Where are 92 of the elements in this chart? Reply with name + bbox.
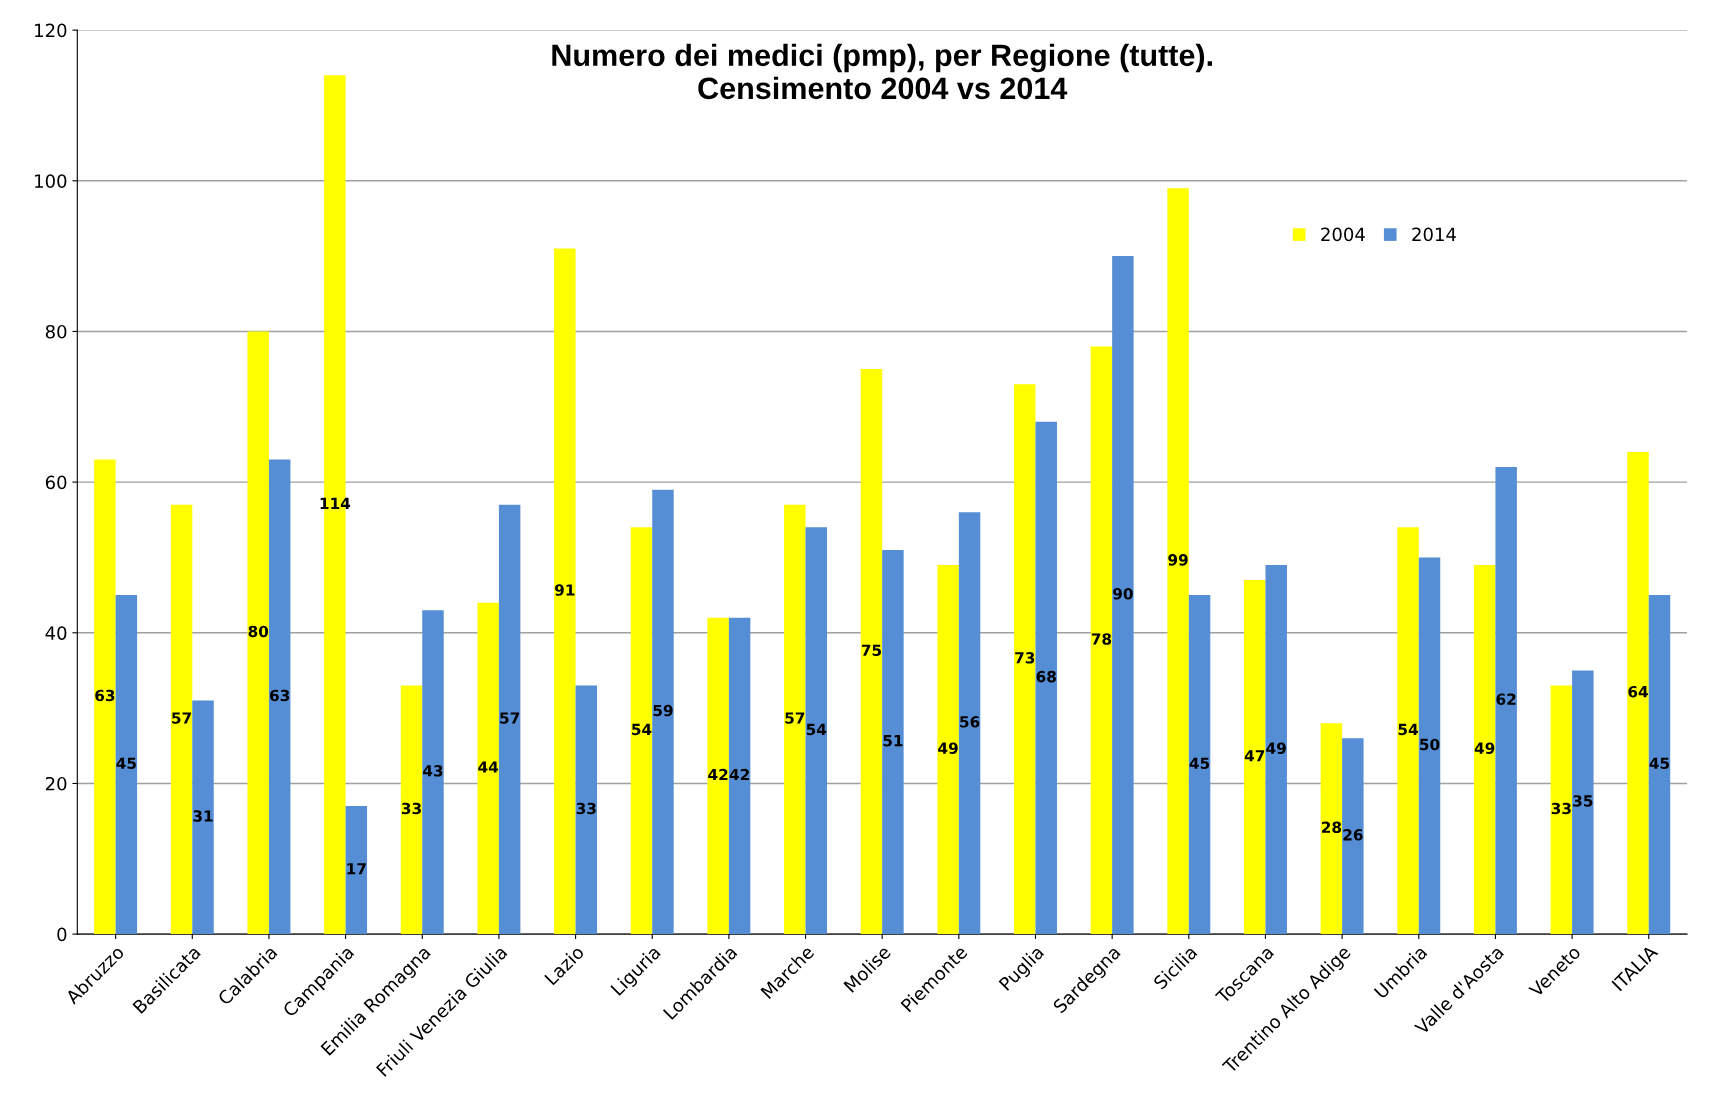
data-label: 78 — [1091, 633, 1112, 645]
bar — [1495, 467, 1517, 935]
data-label: 45 — [116, 757, 136, 770]
bar — [1014, 384, 1036, 935]
data-label: 59 — [653, 704, 673, 717]
bar — [400, 685, 423, 935]
data-label: 42 — [708, 768, 728, 781]
data-label: 44 — [478, 761, 499, 773]
bar — [268, 459, 291, 935]
data-label: 51 — [883, 735, 903, 747]
bar — [882, 549, 904, 935]
bar — [1112, 256, 1134, 935]
bar — [1090, 346, 1113, 935]
bar — [860, 369, 883, 935]
data-label: 49 — [1266, 742, 1286, 754]
data-label: 43 — [423, 765, 443, 777]
bar — [1244, 580, 1266, 935]
bar — [422, 610, 444, 935]
data-label: 33 — [401, 802, 421, 815]
data-label: 26 — [1343, 829, 1363, 841]
bar — [1035, 421, 1057, 935]
bar — [958, 512, 981, 935]
bar — [1397, 527, 1419, 935]
data-label: 33 — [1551, 802, 1571, 815]
bar — [1342, 738, 1364, 935]
y-tick-label: 100 — [35, 174, 67, 188]
y-tick-label: 20 — [45, 776, 67, 791]
data-label: 57 — [785, 712, 805, 724]
bar — [1418, 557, 1441, 935]
bar — [247, 331, 269, 935]
data-label: 62 — [1496, 693, 1516, 705]
bar — [498, 504, 521, 935]
bar — [115, 595, 138, 935]
data-label: 54 — [632, 723, 652, 736]
bar — [554, 248, 576, 935]
bar — [1473, 564, 1496, 935]
data-label: 49 — [1474, 742, 1495, 754]
y-tick-label: 40 — [45, 626, 67, 640]
bar — [170, 504, 193, 935]
data-label: 57 — [500, 712, 520, 724]
bar — [1167, 188, 1189, 935]
data-label: 63 — [95, 689, 115, 702]
data-label: 80 — [248, 625, 269, 638]
bar — [784, 504, 806, 935]
bar — [94, 459, 116, 935]
data-label: 91 — [555, 584, 575, 596]
legend-label: 2004 — [1321, 227, 1365, 242]
data-label: 47 — [1244, 750, 1265, 762]
data-label: 64 — [1628, 685, 1648, 698]
data-label: 54 — [806, 723, 827, 736]
bar — [477, 602, 499, 935]
bar — [805, 527, 827, 935]
data-label: 17 — [347, 863, 366, 875]
bar — [728, 617, 751, 935]
data-label: 68 — [1036, 670, 1056, 683]
data-label: 45 — [1649, 757, 1670, 770]
bar — [1572, 670, 1594, 935]
data-label: 45 — [1189, 757, 1210, 770]
bar — [707, 617, 729, 935]
bar — [1550, 685, 1573, 935]
data-label: 49 — [938, 742, 958, 754]
data-label: 31 — [193, 810, 213, 822]
bar — [937, 564, 959, 935]
data-label: 50 — [1420, 738, 1440, 751]
y-tick-label: 120 — [35, 23, 67, 38]
data-label: 35 — [1573, 795, 1593, 807]
bar — [1648, 595, 1671, 935]
bar — [1265, 564, 1287, 935]
data-label: 42 — [729, 768, 749, 781]
bar — [192, 700, 214, 935]
legend-label: 2014 — [1412, 227, 1456, 242]
bar — [1627, 451, 1649, 935]
data-label: 99 — [1168, 554, 1188, 566]
bar — [652, 489, 674, 935]
data-label: 73 — [1015, 652, 1035, 664]
y-tick-label: 60 — [45, 475, 67, 490]
bar — [345, 806, 368, 935]
bar — [575, 685, 598, 935]
data-label: 56 — [960, 716, 980, 728]
data-label: 28 — [1321, 821, 1342, 834]
data-label: 57 — [172, 712, 191, 724]
y-tick-label: 80 — [45, 324, 67, 339]
data-label: 90 — [1113, 587, 1133, 600]
data-label: 54 — [1398, 723, 1418, 736]
bar — [1188, 595, 1211, 935]
text: Numero dei medici (pmp), per Regione (tutte). Censimento 2004 vs 2014 — [552, 43, 1212, 100]
bar — [1320, 723, 1343, 935]
y-tick-label: 0 — [57, 927, 67, 942]
data-label: 33 — [576, 802, 596, 815]
bar — [630, 527, 653, 935]
data-label: 63 — [270, 689, 290, 702]
data-label: 75 — [861, 644, 882, 657]
